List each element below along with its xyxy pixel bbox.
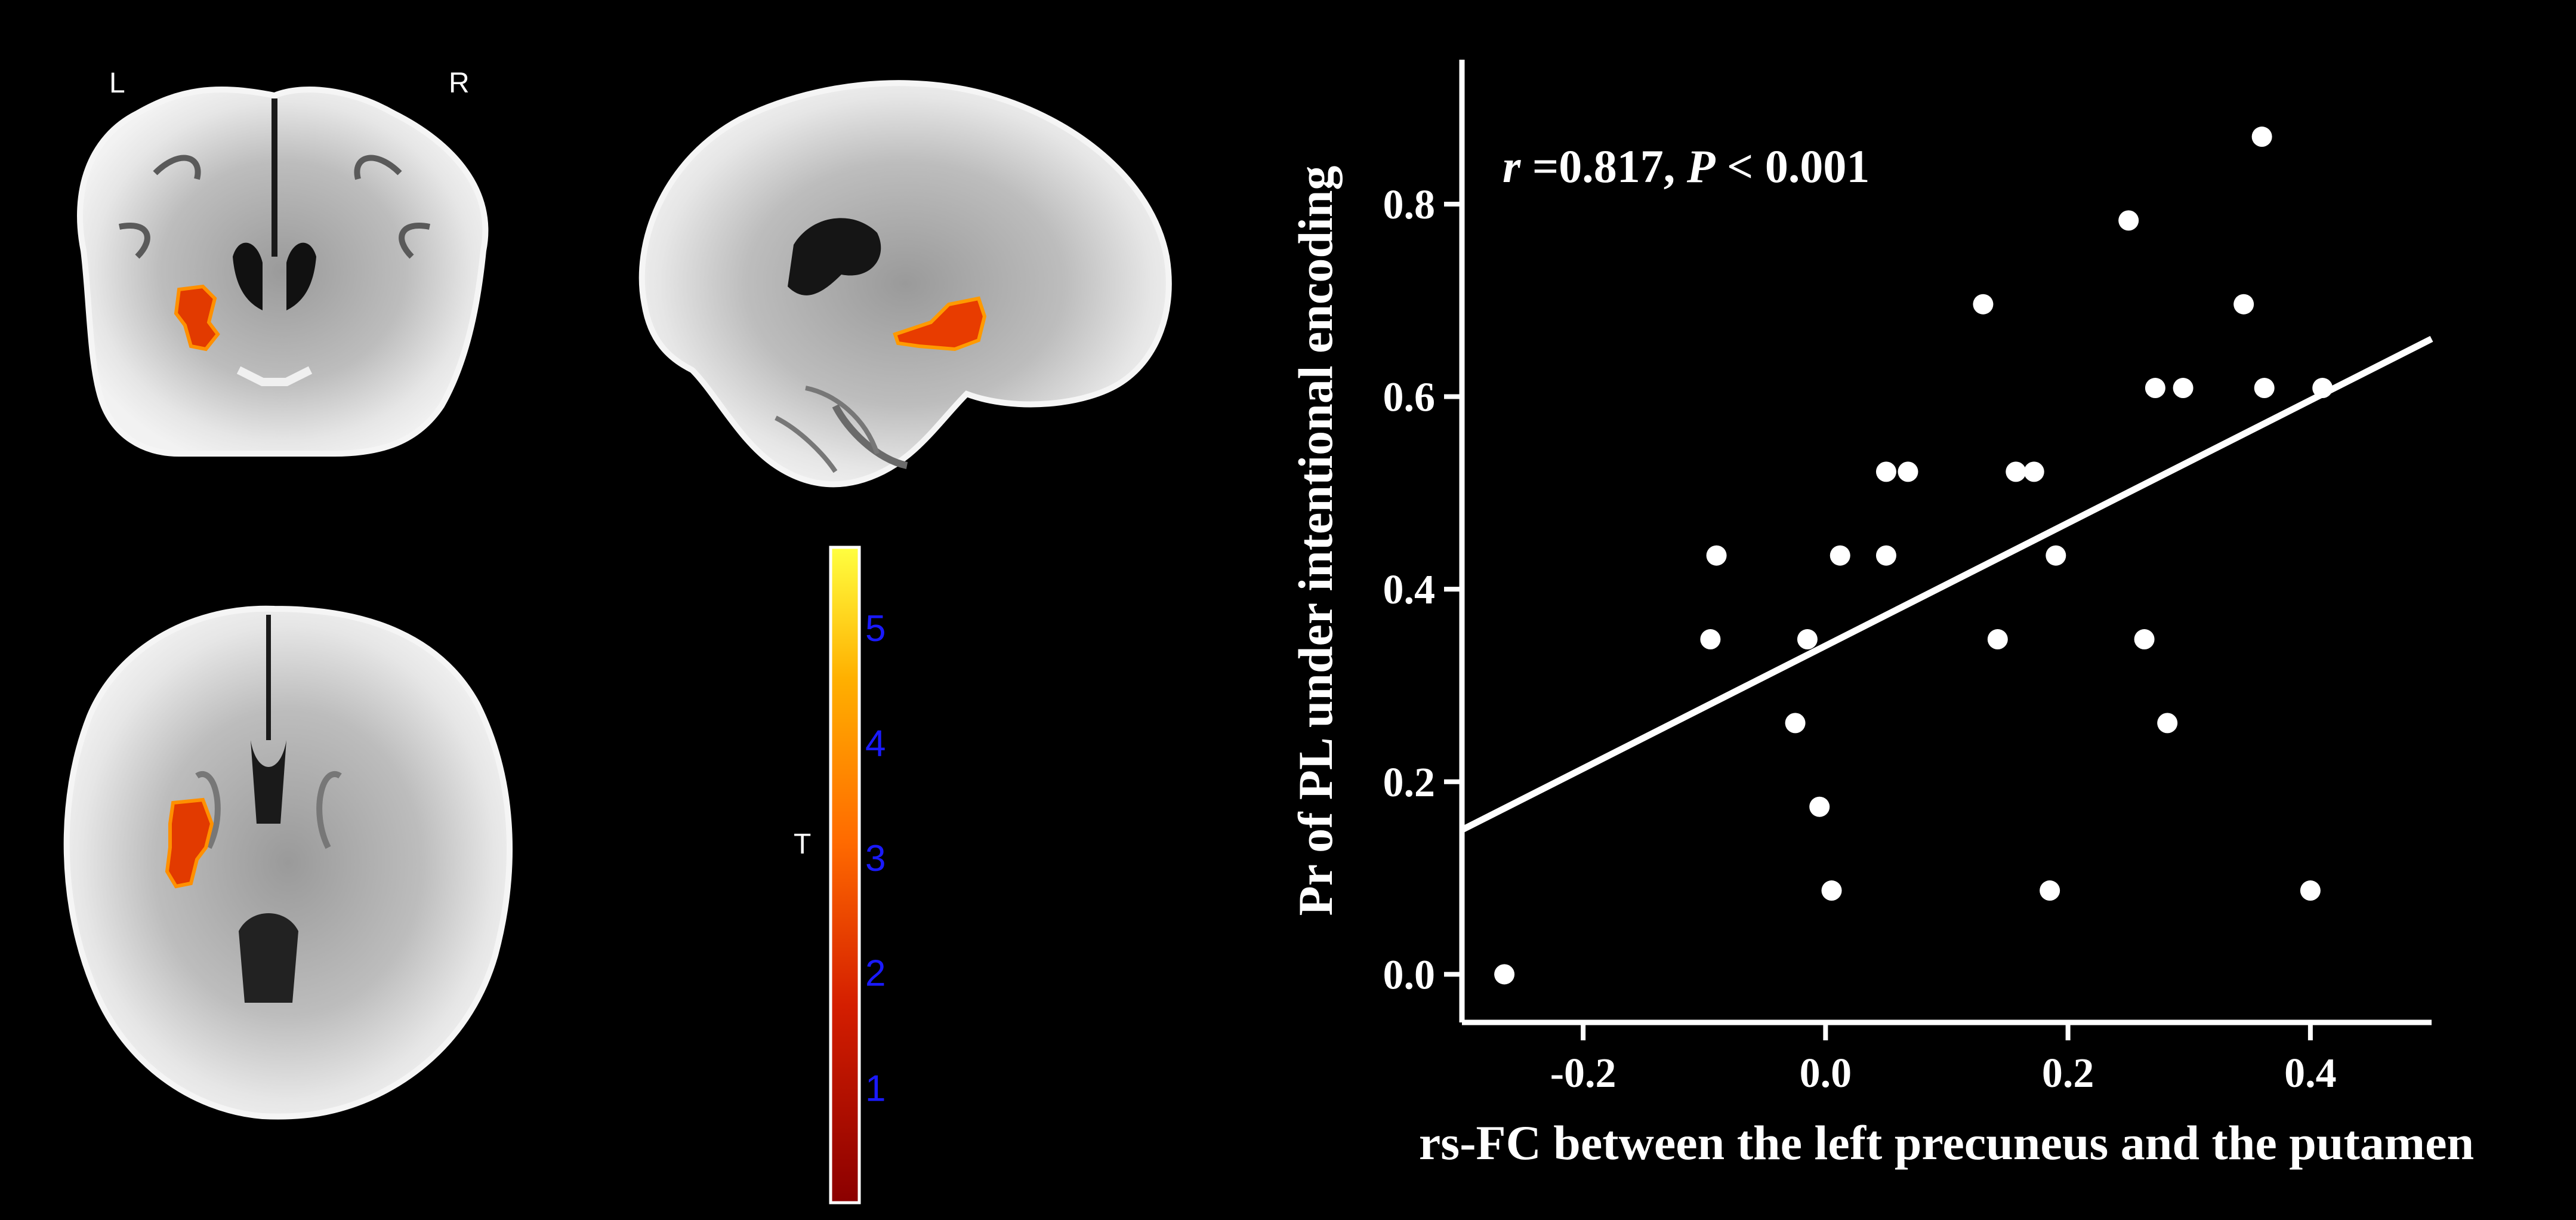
data-point: [1973, 294, 1994, 315]
annotation-r-value: =0.817,: [1520, 140, 1686, 192]
annotation-p-value: < 0.001: [1715, 140, 1869, 192]
sagittal-activation-cluster: [893, 296, 987, 352]
data-point: [2046, 545, 2066, 566]
y-tick-label: 0.6: [1383, 375, 1436, 421]
colorbar-gradient: [829, 546, 861, 1204]
y-tick-label: 0.4: [1383, 567, 1436, 613]
regression-line: [1460, 335, 2433, 833]
data-point: [1987, 629, 2008, 650]
data-point: [2300, 880, 2321, 901]
colorbar-tick-label: 5: [865, 608, 886, 649]
data-point: [1700, 629, 1721, 650]
data-point: [2312, 378, 2333, 399]
data-point: [2157, 713, 2178, 734]
y-tick-label: 0.8: [1383, 182, 1436, 228]
data-point: [2134, 629, 2155, 650]
x-axis-ticks: -0.2 0.0 0.2 0.4: [1550, 1022, 2337, 1096]
data-point: [2173, 378, 2194, 399]
colorbar-tick-label: 2: [865, 953, 886, 994]
colorbar-label: T: [794, 828, 811, 860]
axial-activation-cluster: [165, 797, 214, 889]
data-points: [1494, 127, 2333, 985]
data-point: [1706, 545, 1727, 566]
x-tick-label: 0.4: [2284, 1050, 2337, 1096]
colorbar-tick-label: 4: [865, 723, 886, 764]
y-axis-ticks: 0.0 0.2 0.4 0.6 0.8: [1383, 182, 1462, 998]
coronal-brain-slice: [77, 87, 489, 457]
data-point: [2233, 294, 2254, 315]
data-point: [1494, 964, 1515, 985]
data-point: [1797, 629, 1818, 650]
data-point: [1898, 461, 1918, 482]
x-tick-label: -0.2: [1550, 1050, 1616, 1096]
axial-brain-slice: [63, 605, 513, 1120]
correlation-annotation: r =0.817, P < 0.001: [1503, 140, 1869, 192]
data-point: [1821, 880, 1842, 901]
x-axis-label: rs-FC between the left precuneus and the…: [1419, 1116, 2474, 1170]
data-point: [2023, 461, 2044, 482]
scatter-chart: r =0.817, P < 0.001 0.0 0.2 0.4 0.6 0.8 -0.2…: [1288, 60, 2474, 1170]
sagittal-brain-slice: [638, 80, 1172, 488]
colorbar-tick-label: 1: [865, 1068, 886, 1109]
data-point: [1809, 796, 1830, 817]
orientation-right-label: R: [449, 67, 470, 99]
x-tick-label: 0.2: [2042, 1050, 2094, 1096]
x-tick-label: 0.0: [1800, 1050, 1852, 1096]
colorbar-tick-label: 3: [865, 838, 886, 879]
data-point: [1785, 713, 1806, 734]
data-point: [2145, 378, 2165, 399]
data-point: [1875, 461, 1896, 482]
coronal-activation-cluster: [174, 284, 220, 352]
orientation-left-label: L: [109, 67, 125, 99]
annotation-p-symbol: P: [1686, 140, 1716, 192]
data-point: [1830, 545, 1850, 566]
t-colorbar: T 1 2 3 4 5: [794, 546, 886, 1204]
data-point: [2118, 210, 2139, 231]
data-point: [1875, 545, 1896, 566]
y-tick-label: 0.0: [1383, 952, 1436, 998]
data-point: [2251, 127, 2272, 147]
data-point: [2040, 880, 2060, 901]
y-axis-label: Pr of PL under intentional encoding: [1288, 166, 1343, 916]
data-point: [2254, 378, 2275, 399]
y-tick-label: 0.2: [1383, 760, 1436, 806]
annotation-r-symbol: r: [1503, 140, 1521, 192]
data-point: [2006, 461, 2026, 482]
colorbar-ticks: 1 2 3 4 5: [865, 608, 886, 1110]
brain-panel: L R: [63, 67, 1172, 1204]
